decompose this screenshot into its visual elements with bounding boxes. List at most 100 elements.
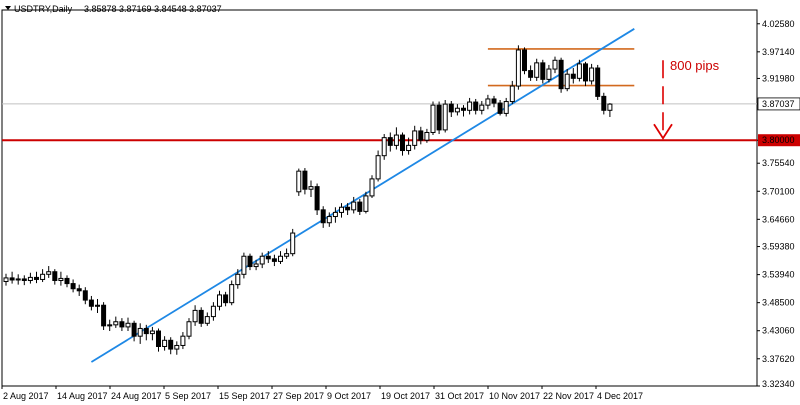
bull-candle-body	[296, 170, 302, 193]
bear-candle-body	[418, 130, 424, 141]
candle	[235, 269, 241, 289]
candle	[125, 317, 131, 332]
candle	[21, 275, 27, 286]
candle	[461, 105, 466, 117]
bear-candle-body	[265, 255, 271, 260]
chevron-down-icon[interactable]	[5, 6, 11, 10]
candle	[119, 318, 125, 332]
bear-candle-body	[271, 258, 277, 262]
bull-candle-body	[241, 255, 247, 275]
candle	[473, 98, 479, 115]
candle	[149, 326, 155, 341]
candle	[357, 199, 363, 215]
price-tick-label: 3.43060	[762, 326, 795, 336]
bull-candle-body	[58, 277, 64, 281]
time-tick-label: 10 Nov 2017	[489, 391, 540, 401]
bear-candle-body	[473, 101, 479, 111]
bull-candle-body	[430, 104, 436, 133]
candle	[363, 191, 369, 214]
candle	[540, 59, 546, 84]
candle	[52, 269, 58, 285]
candle	[564, 69, 570, 92]
candle	[192, 305, 198, 326]
bull-candle-body	[467, 101, 473, 111]
candle	[522, 47, 527, 75]
bull-candle-body	[351, 201, 357, 211]
candle	[485, 94, 491, 110]
bull-candle-body	[259, 255, 265, 265]
uptrend-line[interactable]	[90, 28, 635, 363]
candle	[290, 228, 296, 257]
bull-candle-body	[95, 304, 100, 307]
bear-candle-body	[558, 59, 564, 90]
candle	[332, 207, 338, 223]
candle	[113, 316, 119, 328]
bear-candle-body	[223, 294, 229, 304]
bull-candle-body	[253, 263, 259, 268]
time-tick-label: 2 Aug 2017	[3, 391, 49, 401]
bull-candle-body	[40, 273, 46, 280]
bull-candle-body	[46, 271, 52, 275]
bull-candle-body	[454, 107, 460, 113]
candle	[223, 291, 229, 307]
bull-candle-body	[290, 232, 296, 255]
time-tick-label: 27 Sep 2017	[273, 391, 324, 401]
candle	[180, 332, 186, 350]
candle	[369, 175, 375, 198]
candle	[326, 212, 332, 227]
bull-candle-body	[485, 98, 491, 106]
candle	[174, 341, 180, 355]
bear-candle-body	[131, 322, 137, 337]
bull-candle-body	[162, 339, 168, 347]
candle	[491, 95, 497, 108]
candle	[27, 272, 33, 284]
bull-candle-body	[125, 322, 131, 328]
candle	[515, 45, 521, 90]
bear-candle-body	[491, 98, 497, 104]
bear-candle-body	[570, 73, 576, 79]
bear-candle-body	[314, 186, 320, 211]
candle	[143, 324, 149, 341]
bull-candle-body	[229, 284, 235, 304]
time-tick-label: 24 Aug 2017	[111, 391, 162, 401]
pips-annotation: 800 pips	[670, 58, 720, 73]
bull-candle-body	[607, 103, 613, 111]
bull-candle-body	[424, 131, 430, 141]
bull-candle-body	[406, 144, 412, 152]
candle	[271, 254, 277, 267]
bear-candle-body	[302, 170, 308, 190]
bear-candle-body	[461, 107, 466, 111]
time-tick-label: 9 Oct 2017	[327, 391, 371, 401]
candle	[497, 99, 503, 116]
candle	[107, 319, 113, 332]
candle	[424, 128, 430, 143]
trendline[interactable]	[90, 28, 635, 363]
bull-candle-body	[503, 101, 509, 114]
bull-candle-body	[576, 63, 582, 79]
candle	[229, 280, 235, 306]
bull-candle-body	[412, 130, 418, 146]
bear-candle-body	[101, 304, 107, 327]
candle	[406, 137, 412, 155]
candle	[302, 168, 308, 195]
bear-candle-body	[345, 206, 351, 211]
bull-candle-body	[217, 294, 222, 307]
plot-frame	[1, 9, 758, 387]
candle	[387, 132, 393, 152]
candle	[46, 266, 52, 278]
candle	[314, 183, 320, 215]
candle	[76, 284, 82, 296]
candlestick-series	[3, 45, 613, 355]
bear-candle-body	[400, 134, 405, 152]
candle	[88, 295, 94, 311]
time-axis: 2 Aug 2017 14 Aug 2017 24 Aug 2017 5 Sep 20…	[1, 386, 643, 401]
bull-candle-body	[369, 178, 375, 197]
candle	[9, 271, 15, 284]
candle	[284, 248, 290, 259]
bull-candle-body	[137, 327, 143, 337]
price-tick-label: 3.80000	[762, 135, 795, 145]
bull-candle-body	[326, 216, 332, 224]
price-tick-label: 3.53940	[762, 270, 795, 280]
bull-candle-body	[180, 335, 186, 346]
